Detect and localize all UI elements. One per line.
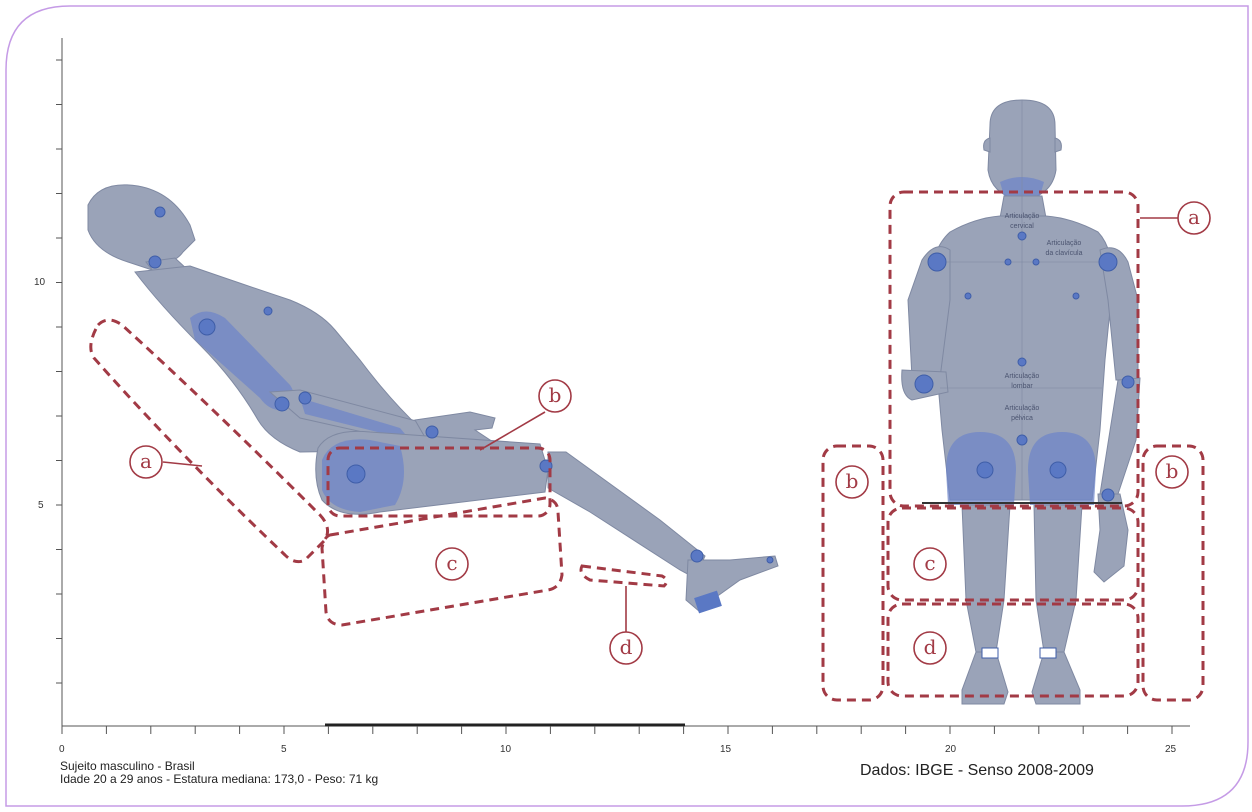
front-joint-lumbar (1017, 357, 1027, 367)
front-joint-left-ankle (981, 647, 999, 659)
x-tick-10: 10 (500, 744, 512, 755)
side-label-d: d (620, 635, 633, 659)
joint-clavicle-line2: da clavícula (1046, 250, 1083, 257)
joint-lumbar-line2: lombar (1011, 383, 1033, 390)
joint-lumbar-line1: Articulação (1005, 373, 1040, 380)
joint-clavicle-line1: Articulação (1047, 240, 1082, 247)
subject-caption: Sujeito masculino - Brasil Idade 20 a 29… (60, 760, 378, 786)
side-label-a-circle (129, 445, 163, 479)
front-view-zones: a b b c d (821, 190, 1211, 702)
front-label-b-right: b (1166, 459, 1179, 483)
joint-pelvic-line2: pélvica (1011, 415, 1033, 422)
front-label-b-right-circle (1155, 455, 1189, 489)
caption-line-1: Sujeito masculino - Brasil (60, 759, 195, 773)
front-joint-left-shoulder (927, 252, 947, 272)
front-joint-pelvic (1016, 434, 1028, 446)
x-tick-25: 25 (1165, 744, 1177, 755)
side-joint-elbow (274, 396, 290, 412)
front-label-c: c (924, 551, 935, 575)
side-zone-c (320, 496, 564, 627)
front-view-figure: Articulação cervical Articulação da clav… (901, 99, 1141, 705)
side-joint-neck (148, 255, 162, 269)
front-joint-cervical (1017, 231, 1027, 241)
side-zone-d (579, 564, 669, 588)
front-label-b-left: b (846, 469, 859, 493)
front-joint-chest-right (1072, 292, 1080, 300)
side-label-a: a (140, 449, 152, 473)
front-label-d: d (924, 635, 937, 659)
front-joint-right-hip (1049, 461, 1067, 479)
side-label-c-circle (435, 547, 469, 581)
side-head (87, 184, 196, 271)
y-tick-5: 5 (38, 500, 44, 511)
front-zone-d (886, 602, 1140, 698)
side-zone-a (89, 318, 330, 564)
front-joint-chest-left (964, 292, 972, 300)
front-joint-right-ankle (1039, 647, 1057, 659)
side-label-b-circle (538, 379, 572, 413)
side-upper-arm (190, 311, 294, 411)
side-view-zones: a b c d (89, 318, 669, 665)
front-label-b-left-circle (835, 465, 869, 499)
front-right-lower-leg (1033, 504, 1083, 653)
side-label-c: c (446, 551, 457, 575)
front-right-foot (1031, 651, 1081, 705)
x-tick-0: 0 (59, 744, 65, 755)
front-joint-left-hip (976, 461, 994, 479)
front-zone-b-left (821, 444, 885, 702)
side-joint-eye (154, 206, 166, 218)
front-joint-clavicle-right (1032, 258, 1040, 266)
caption-line-2: Idade 20 a 29 anos - Estatura mediana: 1… (60, 772, 379, 786)
side-view-figure (87, 184, 779, 614)
side-label-d-circle (609, 631, 643, 665)
side-lower-leg (547, 451, 706, 579)
y-tick-10: 10 (34, 277, 46, 288)
front-joint-right-shoulder (1098, 252, 1118, 272)
front-label-d-circle (913, 631, 947, 665)
front-label-c-circle (913, 547, 947, 581)
front-ear-left (983, 137, 991, 153)
x-tick-15: 15 (720, 744, 732, 755)
front-left-lower-leg (961, 504, 1011, 653)
front-ear-right (1054, 137, 1062, 153)
x-tick-5: 5 (281, 744, 287, 755)
front-right-forearm (1099, 377, 1141, 495)
front-joint-right-elbow (1121, 375, 1135, 389)
data-source: Dados: IBGE - Senso 2008-2009 (860, 762, 1094, 779)
joint-cervical-line2: cervical (1010, 223, 1034, 230)
joint-cervical-line1: Articulação (1005, 213, 1040, 220)
side-joint-hip (346, 464, 366, 484)
side-foot-marker (694, 590, 722, 614)
side-forearm-shade (300, 398, 410, 440)
front-label-a-circle (1177, 201, 1211, 235)
front-zone-b-right (1141, 444, 1205, 702)
side-joint-chest (263, 306, 273, 316)
front-right-hand (1093, 493, 1129, 583)
side-joint-lumbar (298, 391, 312, 405)
joint-pelvic-line1: Articulação (1005, 405, 1040, 412)
frame-border (5, 5, 1249, 807)
side-joint-ankle (690, 549, 704, 563)
front-zone-a (888, 190, 1140, 508)
x-tick-20: 20 (945, 744, 957, 755)
side-joint-shoulder (198, 318, 216, 336)
front-label-a: a (1188, 205, 1200, 229)
front-zone-c (886, 506, 1140, 602)
front-joint-right-wrist (1101, 488, 1115, 502)
front-joint-clavicle-left (1004, 258, 1012, 266)
front-joint-left-elbow (914, 374, 934, 394)
side-joint-toe (766, 556, 774, 564)
side-joint-wrist (425, 425, 439, 439)
side-label-b: b (549, 383, 562, 407)
axes: 10 5 0 5 10 15 20 25 (34, 38, 1190, 755)
